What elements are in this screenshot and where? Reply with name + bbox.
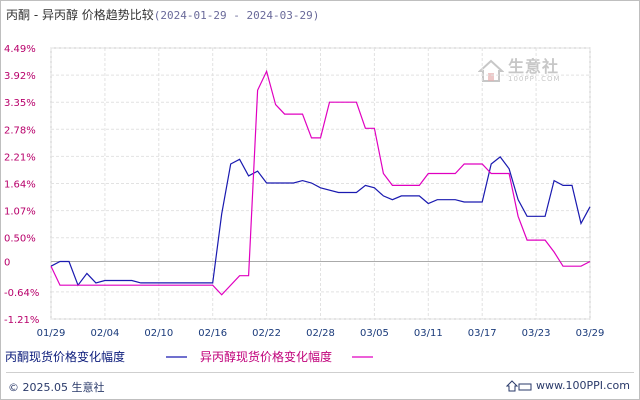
y-tick-label: 4.49%: [4, 44, 36, 55]
x-axis-ticks: 01/29 02/04 02/10 02/16 02/22 02/28 03/05 03/11…: [37, 328, 605, 339]
watermark-subtext: 100PPI.COM: [508, 75, 561, 83]
x-tick-label: 03/11: [414, 328, 443, 339]
watermark-logo: 生意社 100PPI.COM: [478, 54, 578, 88]
y-tick-label: -1.21%: [4, 315, 39, 326]
watermark-text: 生意社: [508, 57, 560, 76]
x-tick-label: 02/04: [90, 328, 119, 339]
legend-label-1: 丙酮现货价格变化幅度: [5, 349, 125, 364]
x-tick-label: 03/23: [522, 328, 551, 339]
y-tick-label: 0.50%: [4, 234, 36, 245]
chart-title-text: 丙酮 - 异丙醇 价格趋势比较: [6, 8, 154, 22]
logo-icon: [506, 379, 532, 391]
x-tick-label: 03/17: [468, 328, 497, 339]
x-tick-label: 02/10: [144, 328, 173, 339]
x-tick-label: 03/05: [360, 328, 389, 339]
y-tick-label: 0: [4, 257, 10, 268]
y-tick-label: 2.78%: [4, 125, 36, 136]
legend-label-2: 异丙醇现货价格变化幅度: [200, 349, 332, 364]
x-tick-label: 01/29: [37, 328, 66, 339]
site-url-text[interactable]: www.100PPI.com: [536, 379, 630, 392]
copyright-text: © 2025.05 生意社: [8, 381, 105, 394]
x-tick-label: 03/29: [576, 328, 605, 339]
chart-title: 丙酮 - 异丙醇 价格趋势比较(2024-01-29 - 2024-03-29): [6, 6, 319, 23]
series-line-2: [50, 69, 591, 296]
chart-date-range: (2024-01-29 - 2024-03-29): [153, 9, 320, 22]
chart-grid: [50, 47, 591, 320]
y-tick-label: -0.64%: [4, 288, 39, 299]
x-tick-label: 02/28: [306, 328, 335, 339]
y-tick-label: 1.64%: [4, 180, 36, 191]
line-chart: 4.49% 3.92% 3.35% 2.78% 2.21% 1.64% 1.07% 0.50%…: [4, 44, 605, 364]
y-axis-ticks: 4.49% 3.92% 3.35% 2.78% 2.21% 1.64% 1.07% 0.50%…: [4, 44, 39, 326]
x-tick-label: 02/22: [252, 328, 281, 339]
house-icon: [478, 59, 504, 82]
footer-divider: [6, 372, 634, 373]
y-tick-label: 3.35%: [4, 98, 36, 109]
y-tick-label: 1.07%: [4, 207, 36, 218]
y-tick-label: 3.92%: [4, 71, 36, 82]
chart-series: [50, 69, 591, 296]
chart-legend: 丙酮现货价格变化幅度 异丙醇现货价格变化幅度: [5, 349, 373, 364]
site-url[interactable]: www.100PPI.com: [506, 379, 630, 392]
series-line-1: [50, 156, 591, 287]
x-tick-label: 02/16: [198, 328, 227, 339]
y-tick-label: 2.21%: [4, 152, 36, 163]
